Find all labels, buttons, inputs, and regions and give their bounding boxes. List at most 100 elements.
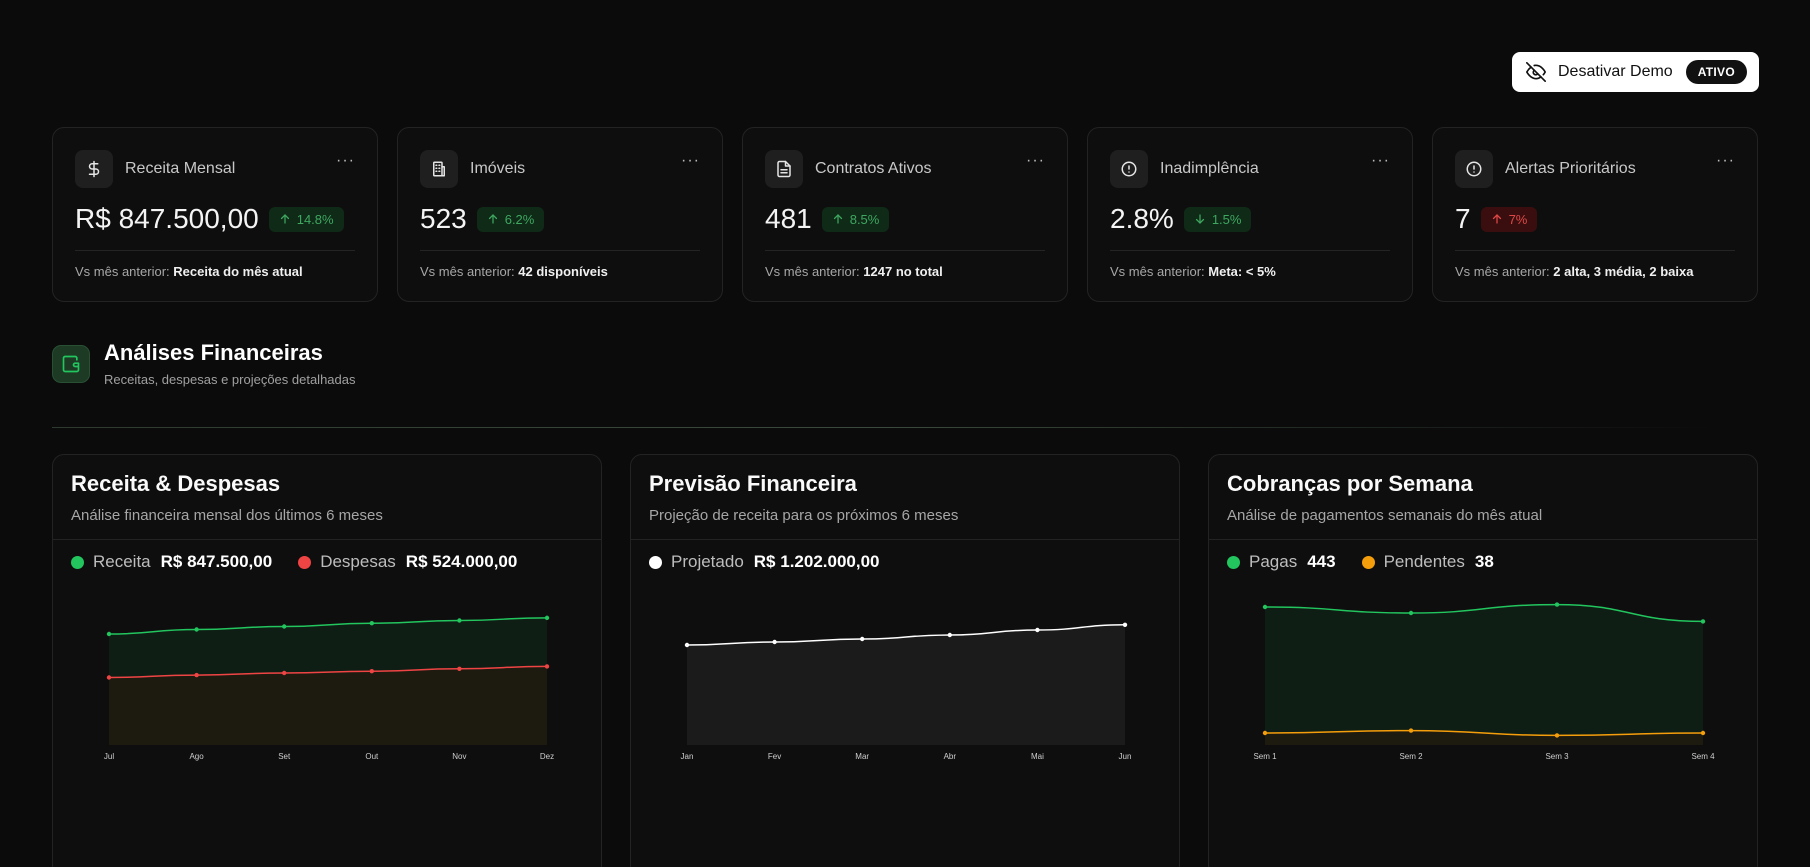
arrow-up-icon	[1492, 214, 1501, 224]
kpi-footer: Vs mês anterior: 42 disponíveis	[420, 264, 700, 279]
kpi-footer-value: 42 disponíveis	[518, 264, 608, 279]
section-divider	[52, 427, 1712, 428]
data-point[interactable]	[457, 618, 462, 623]
x-tick-label: Jan	[681, 752, 694, 761]
data-point[interactable]	[772, 639, 777, 645]
data-point[interactable]	[1554, 602, 1560, 607]
more-options-icon[interactable]: ···	[681, 152, 700, 169]
series-area-0	[1265, 604, 1703, 745]
weekly-payments-chart: Sem 1 Sem 2 Sem 3 Sem 4	[1253, 602, 1715, 761]
divider	[75, 250, 355, 251]
kpi-footer-value: 2 alta, 3 média, 2 baixa	[1553, 264, 1694, 279]
data-point[interactable]	[369, 621, 374, 626]
x-tick-label: Jul	[104, 752, 114, 761]
x-tick-label: Jun	[1119, 752, 1132, 761]
alert-circle-icon	[1110, 150, 1148, 188]
data-point[interactable]	[282, 624, 287, 629]
kpi-row: Receita Mensal ··· R$ 847.500,00 14.8% V…	[52, 127, 1758, 302]
kpi-value: R$ 847.500,00	[75, 203, 259, 234]
dollar-icon	[75, 150, 113, 188]
legend-value: R$ 1.202.000,00	[753, 552, 880, 571]
kpi-footer-value: 1247 no total	[863, 264, 943, 279]
kpi-value: 523	[420, 203, 467, 234]
kpi-title: Contratos Ativos	[815, 160, 932, 177]
kpi-footer: Vs mês anterior: Meta: < 5%	[1110, 264, 1390, 279]
x-tick-label: Abr	[944, 752, 957, 761]
trend-value: 8.5%	[849, 211, 880, 227]
kpi-card-receita-mensal: Receita Mensal ··· R$ 847.500,00 14.8% V…	[52, 127, 378, 302]
legend-item-projetado: Projetado R$ 1.202.000,00	[649, 552, 880, 572]
document-icon	[765, 150, 803, 188]
x-tick-label: Mar	[855, 752, 869, 761]
kpi-footer-prefix: Vs mês anterior:	[765, 264, 860, 279]
data-point[interactable]	[544, 664, 550, 669]
x-tick-label: Sem 1	[1253, 752, 1277, 761]
data-point[interactable]	[1122, 622, 1128, 627]
data-point[interactable]	[1035, 627, 1040, 633]
arrow-up-icon	[488, 214, 497, 224]
section-subtitle: Receitas, despesas e projeções detalhada…	[104, 372, 356, 387]
legend-value: 443	[1307, 552, 1336, 571]
data-point[interactable]	[282, 670, 287, 676]
alert-circle-icon	[1455, 150, 1493, 188]
kpi-footer: Vs mês anterior: Receita do mês atual	[75, 264, 355, 279]
data-point[interactable]	[1262, 604, 1268, 610]
kpi-footer-prefix: Vs mês anterior:	[420, 264, 515, 279]
data-point[interactable]	[1554, 733, 1560, 738]
legend-dot	[649, 555, 662, 569]
series-line-1	[1264, 729, 1704, 737]
building-icon	[420, 150, 458, 188]
demo-toggle-button[interactable]: Desativar Demo ATIVO	[1512, 52, 1759, 92]
divider	[1110, 250, 1390, 251]
legend-dot	[1227, 555, 1240, 569]
data-point[interactable]	[1408, 728, 1414, 733]
kpi-footer: Vs mês anterior: 2 alta, 3 média, 2 baix…	[1455, 264, 1735, 279]
legend-name: Despesas	[320, 552, 396, 571]
series-line-0	[108, 617, 548, 635]
trend-value: 14.8%	[296, 211, 334, 227]
kpi-footer-prefix: Vs mês anterior:	[1455, 264, 1550, 279]
x-tick-label: Dez	[540, 752, 554, 761]
forecast-chart: Jan Fev Mar Abr Mai Jun	[681, 622, 1132, 761]
chart-title: Cobranças por Semana	[1227, 471, 1473, 496]
series-line-0	[1264, 603, 1704, 623]
legend-dot	[71, 555, 84, 569]
kpi-footer-value: Receita do mês atual	[173, 264, 303, 279]
data-point[interactable]	[860, 636, 865, 642]
trend-value: 7%	[1508, 211, 1528, 227]
data-point[interactable]	[1262, 730, 1268, 736]
data-point[interactable]	[544, 615, 550, 621]
data-point[interactable]	[106, 675, 112, 680]
data-point[interactable]	[106, 631, 112, 637]
more-options-icon[interactable]: ···	[1371, 152, 1390, 169]
revenue-expenses-chart: Jul Ago Set Out Nov Dez	[104, 615, 554, 761]
data-point[interactable]	[194, 672, 199, 678]
legend-value: R$ 847.500,00	[160, 552, 273, 571]
kpi-value: 2.8%	[1110, 203, 1174, 234]
x-tick-label: Sem 4	[1691, 752, 1715, 761]
demo-status-badge: ATIVO	[1685, 60, 1747, 84]
chart-subtitle: Análise de pagamentos semanais do mês at…	[1227, 507, 1543, 524]
legend-dot	[1361, 555, 1375, 569]
legend-dot	[298, 555, 312, 569]
x-tick-label: Nov	[452, 752, 466, 761]
more-options-icon[interactable]: ···	[336, 152, 355, 169]
data-point[interactable]	[1700, 619, 1706, 624]
data-point[interactable]	[369, 669, 374, 674]
data-point[interactable]	[684, 642, 690, 648]
data-point[interactable]	[457, 666, 462, 671]
trend-value: 6.2%	[504, 211, 535, 227]
data-point[interactable]	[947, 632, 952, 638]
series-line-0	[686, 624, 1126, 646]
data-point[interactable]	[1408, 610, 1414, 616]
wallet-icon	[52, 344, 90, 383]
kpi-title: Inadimplência	[1160, 160, 1259, 177]
series-area-0	[687, 624, 1125, 745]
data-point[interactable]	[194, 627, 199, 632]
data-point[interactable]	[1700, 730, 1706, 736]
chart-card-cobrancas-semana: Cobranças por Semana Análise de pagament…	[1208, 454, 1758, 867]
kpi-card-alertas-prioritarios: Alertas Prioritários ··· 7 7% Vs mês ant…	[1432, 127, 1758, 302]
more-options-icon[interactable]: ···	[1716, 152, 1735, 169]
more-options-icon[interactable]: ···	[1026, 152, 1045, 169]
trend-badge: 6.2%	[476, 206, 545, 232]
